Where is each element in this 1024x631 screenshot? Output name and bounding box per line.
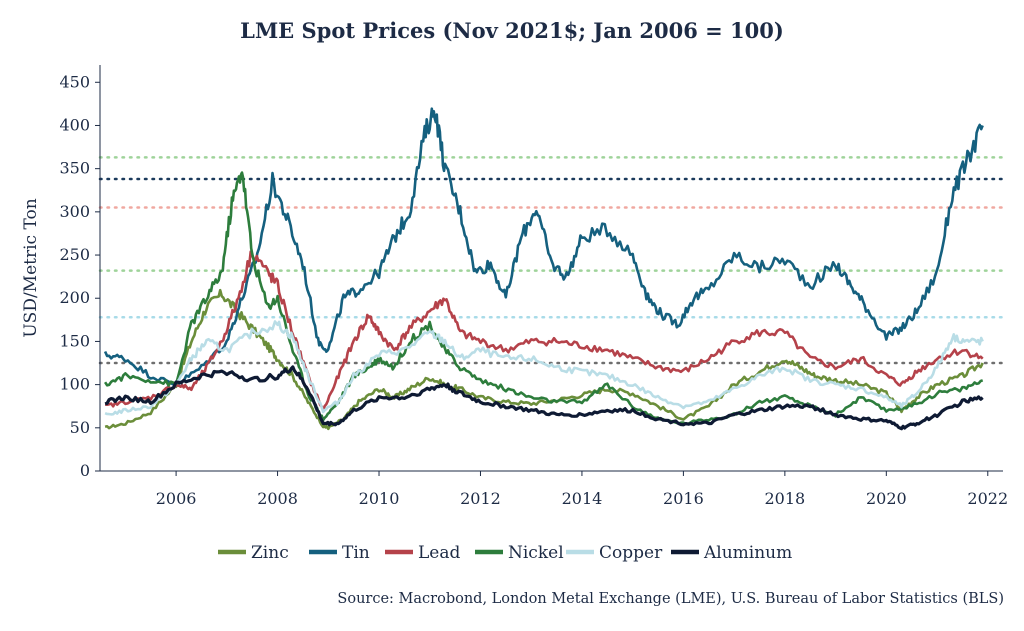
y-tick-label: 150 [59, 331, 90, 350]
y-axis-label: USD/Metric Ton [21, 198, 41, 337]
legend-label-aluminum: Aluminum [703, 543, 792, 563]
x-tick-label: 2006 [156, 489, 197, 508]
y-tick-label: 50 [70, 418, 90, 437]
x-tick-label: 2018 [765, 489, 806, 508]
y-tick-label: 350 [59, 159, 90, 178]
x-tick-label: 2010 [359, 489, 400, 508]
y-tick-label: 100 [59, 375, 90, 394]
y-tick-label: 200 [59, 288, 90, 307]
x-tick-label: 2014 [562, 489, 603, 508]
legend-label-copper: Copper [599, 543, 663, 563]
x-tick-label: 2008 [257, 489, 298, 508]
x-tick-label: 2022 [967, 489, 1008, 508]
ticks: 0 50 100 150 200 250 300 350 400 450 2006 2008 2010 2… [59, 72, 1008, 508]
series-line-zinc [104, 288, 984, 431]
y-tick-label: 300 [59, 202, 90, 221]
series-layer [103, 107, 984, 431]
series-line-aluminum [104, 365, 984, 431]
legend-label-zinc: Zinc [251, 543, 289, 563]
y-tick-label: 0 [80, 461, 90, 480]
x-tick-label: 2016 [663, 489, 704, 508]
x-tick-label: 2012 [460, 489, 501, 508]
series-line-lead [104, 250, 984, 412]
legend: Zinc Tin Lead Nickel Copper Aluminum [218, 543, 792, 563]
y-tick-label: 250 [59, 245, 90, 264]
y-tick-label: 450 [59, 72, 90, 91]
series-line-tin [103, 107, 984, 388]
legend-label-tin: Tin [342, 543, 370, 563]
legend-label-nickel: Nickel [508, 543, 564, 563]
axes [99, 65, 1003, 472]
source-note: Source: Macrobond, London Metal Exchange… [337, 591, 1004, 607]
chart-title: LME Spot Prices (Nov 2021$; Jan 2006 = 1… [240, 18, 784, 43]
x-tick-label: 2020 [866, 489, 907, 508]
series-line-nickel [104, 171, 984, 426]
legend-label-lead: Lead [418, 543, 460, 563]
series-line-copper [104, 320, 984, 416]
y-tick-label: 400 [59, 115, 90, 134]
